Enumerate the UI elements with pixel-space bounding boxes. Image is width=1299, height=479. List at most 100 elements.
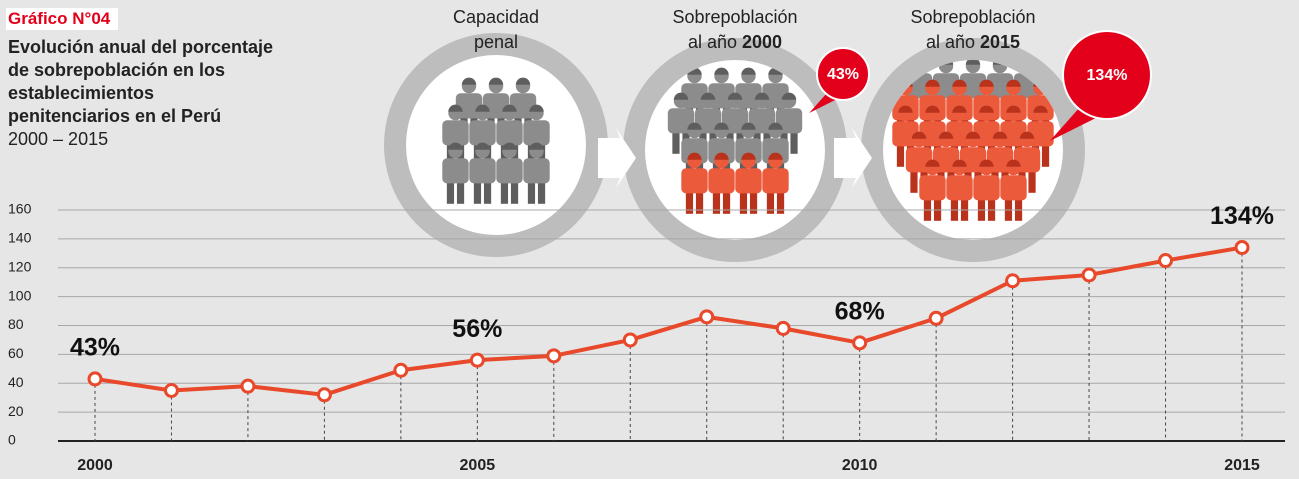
y-tick-label: 80: [8, 316, 24, 332]
person-hair: [475, 142, 490, 150]
person-leg: [739, 189, 748, 214]
person-body: [469, 158, 496, 184]
badge-text: 134%: [1087, 67, 1128, 84]
person-hair: [1006, 79, 1021, 87]
person-hair: [1033, 105, 1048, 113]
panel-label: Sobrepoblación: [910, 7, 1035, 27]
point: [316, 387, 332, 403]
title-line: de sobrepoblación en los: [8, 60, 226, 80]
person-leg: [766, 189, 775, 214]
person-hair: [781, 92, 797, 100]
series-line: [94, 245, 1243, 397]
person-hair: [741, 152, 756, 160]
person-leg: [1041, 142, 1050, 167]
person-leg: [977, 196, 986, 221]
person-hair: [979, 79, 994, 87]
person-hair: [515, 77, 531, 85]
person-leg: [1028, 168, 1036, 193]
person-hair: [898, 105, 913, 113]
person-hair: [741, 122, 756, 130]
panel-label-part: penal: [474, 32, 518, 52]
figure-label: Gráfico N°04: [6, 8, 119, 30]
person-body: [694, 108, 722, 134]
person-hair: [502, 104, 517, 112]
person-hair: [938, 131, 954, 139]
person-body: [959, 73, 987, 99]
person-hair: [754, 92, 770, 100]
point: [775, 320, 791, 336]
person-hair: [1006, 105, 1021, 113]
person-hair: [700, 92, 716, 100]
person-body: [469, 120, 496, 146]
person-hair: [727, 92, 743, 100]
person-hair: [714, 67, 729, 75]
point: [699, 309, 715, 325]
person-hair: [992, 131, 1008, 139]
point: [240, 378, 256, 394]
point: [87, 371, 103, 387]
flow-arrow: [598, 128, 636, 188]
person-hair: [475, 104, 490, 112]
person-hair: [502, 142, 517, 150]
person-hair: [925, 159, 940, 167]
point: [469, 352, 485, 368]
person-leg: [960, 196, 969, 221]
person-body: [496, 158, 523, 184]
point: [393, 362, 409, 378]
person-leg: [685, 189, 694, 214]
person-hair: [979, 159, 994, 167]
person-hair: [714, 152, 729, 160]
person-hair: [687, 152, 702, 160]
person-hair: [673, 92, 689, 100]
chart-title: Evolución anual del porcentaje de sobrepo…: [8, 36, 273, 128]
person-body: [946, 175, 973, 201]
point: [928, 310, 944, 326]
flow-arrow: [834, 128, 872, 188]
person-hair: [1006, 159, 1021, 167]
person-body: [735, 168, 762, 194]
chart-subtitle: 2000 – 2015: [8, 129, 109, 149]
person-body: [932, 73, 960, 99]
person-leg: [722, 189, 731, 214]
badge: [1062, 30, 1152, 120]
person-hair: [448, 142, 463, 150]
person-hair: [741, 67, 756, 75]
person-hair: [1019, 131, 1035, 139]
person-leg: [923, 196, 932, 221]
person-body: [1000, 175, 1027, 201]
point: [1158, 253, 1174, 269]
y-tick-label: 40: [8, 374, 24, 390]
panel-label: penal: [474, 32, 518, 52]
person-leg: [456, 179, 465, 204]
panel-label-part: al año: [688, 32, 737, 52]
person-hair: [925, 79, 940, 87]
person-hair: [952, 105, 967, 113]
person-hair: [448, 104, 463, 112]
person-leg: [896, 142, 905, 167]
point: [546, 348, 562, 364]
person-hair: [768, 122, 783, 130]
title-line: penitenciarios en el Perú: [8, 106, 222, 126]
person-body: [708, 168, 735, 194]
person-body: [523, 120, 550, 146]
person-body: [986, 73, 1014, 99]
person-body: [442, 158, 469, 184]
value-label: 134%: [1210, 202, 1274, 230]
panel-label-bold: 2000: [742, 32, 782, 52]
person-body: [442, 120, 469, 146]
person-hair: [529, 104, 544, 112]
person-hair: [461, 77, 477, 85]
person-leg: [749, 189, 758, 214]
crowd: [667, 67, 803, 214]
person-body: [748, 108, 776, 134]
y-tick-label: 140: [8, 230, 32, 246]
person-leg: [910, 168, 918, 193]
person-hair: [965, 60, 981, 65]
person-body: [762, 168, 789, 194]
person-leg: [933, 196, 942, 221]
y-tick-label: 60: [8, 345, 24, 361]
x-tick-label: 2015: [1224, 457, 1260, 474]
person-leg: [776, 189, 785, 214]
